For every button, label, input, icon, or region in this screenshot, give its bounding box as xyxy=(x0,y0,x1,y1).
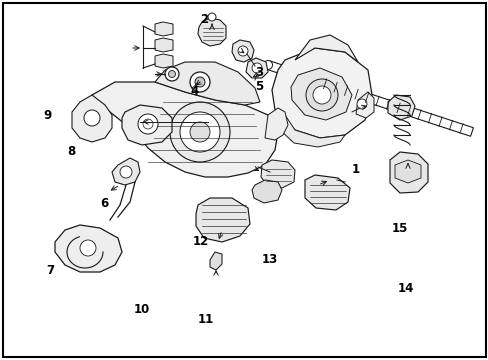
Polygon shape xyxy=(155,62,260,105)
Text: 11: 11 xyxy=(197,313,213,326)
Polygon shape xyxy=(278,115,345,147)
Polygon shape xyxy=(290,68,351,120)
Text: 4: 4 xyxy=(190,85,199,98)
Polygon shape xyxy=(122,105,172,145)
Circle shape xyxy=(80,240,96,256)
Polygon shape xyxy=(394,160,420,183)
Polygon shape xyxy=(266,61,472,136)
Circle shape xyxy=(309,76,316,83)
Circle shape xyxy=(251,63,262,73)
Text: 6: 6 xyxy=(100,197,108,210)
Text: 13: 13 xyxy=(261,253,277,266)
Circle shape xyxy=(356,99,366,109)
Polygon shape xyxy=(155,54,173,68)
Text: 1: 1 xyxy=(351,163,360,176)
Circle shape xyxy=(399,164,415,180)
Polygon shape xyxy=(251,180,282,203)
Text: 10: 10 xyxy=(133,303,150,316)
Polygon shape xyxy=(198,18,225,46)
Polygon shape xyxy=(271,48,371,138)
Circle shape xyxy=(168,71,175,77)
Polygon shape xyxy=(112,158,140,185)
Text: 2: 2 xyxy=(200,13,208,26)
Circle shape xyxy=(120,166,132,178)
Polygon shape xyxy=(387,95,414,120)
Polygon shape xyxy=(155,22,173,36)
Text: 7: 7 xyxy=(46,264,54,277)
Circle shape xyxy=(306,73,319,86)
Circle shape xyxy=(195,77,204,87)
Polygon shape xyxy=(231,40,253,62)
Polygon shape xyxy=(155,38,173,52)
Circle shape xyxy=(138,114,158,134)
Polygon shape xyxy=(294,35,357,62)
Text: 12: 12 xyxy=(193,235,209,248)
Circle shape xyxy=(207,13,216,21)
Circle shape xyxy=(238,46,247,56)
Circle shape xyxy=(305,79,337,111)
Circle shape xyxy=(190,72,209,92)
Circle shape xyxy=(164,67,179,81)
Circle shape xyxy=(142,119,153,129)
Polygon shape xyxy=(55,225,122,272)
Polygon shape xyxy=(92,82,278,177)
Text: 8: 8 xyxy=(67,145,76,158)
Circle shape xyxy=(84,110,100,126)
Polygon shape xyxy=(355,92,373,118)
Polygon shape xyxy=(305,175,349,210)
Text: 3: 3 xyxy=(255,66,263,78)
Text: 14: 14 xyxy=(397,282,413,295)
Text: 5: 5 xyxy=(255,80,263,93)
Circle shape xyxy=(170,102,229,162)
Polygon shape xyxy=(261,160,294,188)
Polygon shape xyxy=(72,95,112,142)
Text: 15: 15 xyxy=(391,222,407,235)
Polygon shape xyxy=(196,198,249,242)
Circle shape xyxy=(312,86,330,104)
Polygon shape xyxy=(245,58,267,78)
Polygon shape xyxy=(264,108,287,140)
Polygon shape xyxy=(389,152,427,193)
Circle shape xyxy=(180,112,220,152)
Text: 9: 9 xyxy=(43,109,51,122)
Circle shape xyxy=(263,60,272,69)
Polygon shape xyxy=(209,252,222,270)
Circle shape xyxy=(190,122,209,142)
